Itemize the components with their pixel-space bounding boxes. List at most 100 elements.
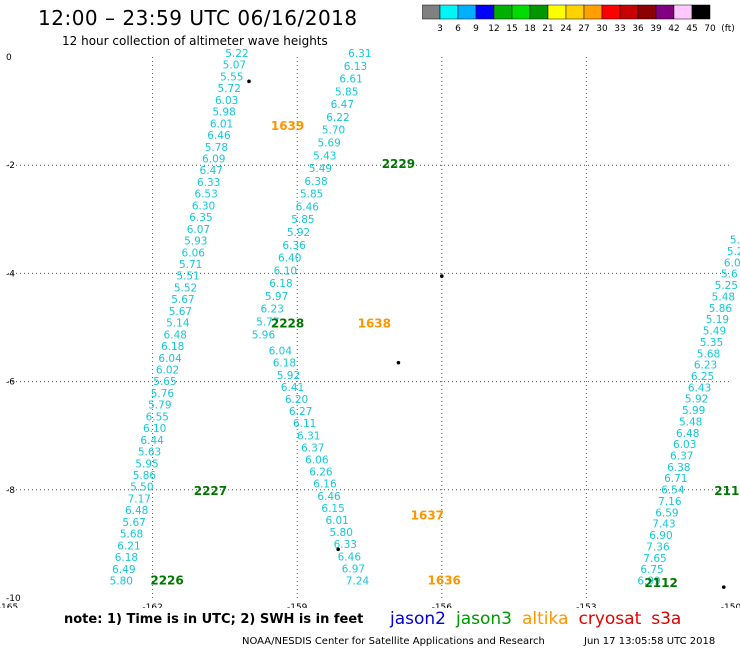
y-tick-label: -10 bbox=[6, 594, 21, 604]
wave-height-value: 6.46 bbox=[338, 551, 362, 563]
legend-item-altika: altika bbox=[522, 609, 569, 629]
wave-height-value: 5.68 bbox=[697, 348, 720, 360]
wave-height-value: 6.31 bbox=[348, 48, 371, 60]
wave-height-value: 6.36 bbox=[282, 240, 306, 252]
wave-height-value: 6.09 bbox=[202, 153, 225, 165]
wave-height-value: 6.30 bbox=[192, 200, 215, 212]
colorbar-label: 42 bbox=[668, 24, 679, 34]
wave-height-value: 6.44 bbox=[140, 435, 164, 447]
legend-item-jason3: jason3 bbox=[456, 609, 512, 629]
wave-height-value: 6.47 bbox=[331, 99, 354, 111]
wave-height-value: 6.06 bbox=[182, 247, 206, 259]
x-tick-label: -165 bbox=[0, 603, 18, 608]
wave-height-value: 5.95 bbox=[135, 458, 158, 470]
wave-height-value: 6.21 bbox=[117, 540, 140, 552]
wave-height-value: 5.78 bbox=[205, 142, 228, 154]
wave-height-value: 5.85 bbox=[300, 189, 323, 201]
wave-height-value: 5.67 bbox=[122, 517, 145, 529]
wave-height-value: 5.67 bbox=[169, 306, 192, 318]
wave-height-value: 6.18 bbox=[161, 341, 184, 353]
wave-height-value: 5.07 bbox=[223, 60, 246, 72]
wave-height-value: 6.04 bbox=[158, 353, 182, 365]
wave-height-value: 6.07 bbox=[187, 224, 210, 236]
colorbar-label: 18 bbox=[524, 24, 536, 34]
y-tick-label: -2 bbox=[6, 161, 15, 171]
wave-height-value: 7.36 bbox=[646, 541, 670, 553]
wave-height-value: 6.37 bbox=[301, 442, 324, 454]
footer-credit: NOAA/NESDIS Center for Satellite Applica… bbox=[242, 636, 545, 647]
wave-height-value: 5.72 bbox=[218, 83, 241, 95]
wave-height-value: 6.90 bbox=[649, 530, 672, 542]
wave-height-value: 6.37 bbox=[670, 451, 693, 463]
wave-height-value: 5.55 bbox=[220, 71, 243, 83]
colorbar-label: 9 bbox=[473, 24, 479, 34]
wave-height-value: 5.2 bbox=[727, 246, 740, 258]
wave-height-value: 5.48 bbox=[679, 416, 702, 428]
wave-height-value: 7.17 bbox=[128, 493, 151, 505]
wave-height-value: 5.98 bbox=[212, 107, 235, 119]
colorbar-label: 24 bbox=[560, 24, 572, 34]
wave-height-value: 6.59 bbox=[655, 507, 678, 519]
wave-height-value: 6.27 bbox=[289, 406, 312, 418]
colorbar-label: 36 bbox=[632, 24, 644, 34]
wave-height-value: 6.06 bbox=[305, 454, 329, 466]
wave-height-value: 6.40 bbox=[278, 253, 301, 265]
land-mark bbox=[440, 274, 444, 278]
wave-height-value: 5.51 bbox=[176, 271, 199, 283]
legend-item-s3a: s3a bbox=[651, 609, 682, 629]
wave-height-value: 5.69 bbox=[317, 138, 340, 150]
y-tick-label: -6 bbox=[6, 378, 15, 388]
wave-height-value: 6.18 bbox=[269, 278, 292, 290]
chart-subtitle: 12 hour collection of altimeter wave hei… bbox=[62, 34, 328, 48]
pass-number-label: 1637 bbox=[411, 509, 444, 523]
wave-height-value: 6.48 bbox=[164, 329, 187, 341]
colorbar-label: 3 bbox=[437, 24, 443, 34]
wave-height-value: 6.49 bbox=[112, 564, 135, 576]
colorbar-label: 6 bbox=[455, 24, 461, 34]
wave-height-value: 7.65 bbox=[643, 553, 666, 565]
colorbar-label: 12 bbox=[488, 24, 499, 34]
wave-height-value: 6.47 bbox=[200, 165, 223, 177]
wave-height-value: 5.86 bbox=[709, 303, 733, 315]
wave-height-value: 6.03 bbox=[215, 95, 238, 107]
wave-height-value: 6.61 bbox=[339, 74, 362, 86]
units-note: note: 1) Time is in UTC; 2) SWH is in fe… bbox=[64, 612, 364, 627]
pass-number-label: 1636 bbox=[428, 573, 461, 587]
pass-number-label: 2226 bbox=[150, 573, 183, 587]
wave-height-value: 6.15 bbox=[321, 503, 344, 515]
wave-height-value: 5.25 bbox=[715, 280, 738, 292]
wave-height-value: 6.46 bbox=[296, 201, 320, 213]
wave-height-value: 5.79 bbox=[148, 400, 171, 412]
wave-height-value: 6.46 bbox=[317, 491, 341, 503]
wave-height-value: 5.6 bbox=[721, 269, 738, 281]
wave-height-value: 5.77 bbox=[256, 317, 279, 329]
wave-height-value: 5.22 bbox=[225, 48, 248, 60]
legend-item-cryosat: cryosat bbox=[578, 609, 642, 629]
color-scale-bar: 3 6 9 12 15 18 21 24 27 30 33 36 39 42 45 70 (ft) bbox=[422, 4, 735, 34]
colorbar-label: 27 bbox=[578, 24, 589, 34]
colorbar-label: 45 bbox=[686, 24, 697, 34]
wave-height-value: 6.41 bbox=[281, 382, 304, 394]
wave-height-value: 5.65 bbox=[153, 376, 176, 388]
wave-height-value: 5.92 bbox=[277, 370, 300, 382]
colorbar-label: 70 bbox=[704, 24, 716, 34]
wave-height-value: 6.53 bbox=[194, 189, 217, 201]
wave-height-value: 7.24 bbox=[346, 575, 370, 587]
wave-height-value: 6.18 bbox=[115, 552, 138, 564]
wave-height-value: 6.0 bbox=[724, 257, 740, 269]
y-tick-label: -4 bbox=[6, 269, 15, 279]
wave-height-value: 5.92 bbox=[685, 394, 708, 406]
wave-height-value: 5.49 bbox=[309, 163, 332, 175]
wave-height-value: 6.23 bbox=[694, 360, 717, 372]
chart-title: 12:00 – 23:59 UTC 06/16/2018 bbox=[38, 6, 358, 30]
wave-height-value: 6.35 bbox=[189, 212, 212, 224]
wave-height-value: 6.20 bbox=[285, 394, 308, 406]
wave-height-value: 5.68 bbox=[120, 529, 143, 541]
wave-height-value: 6.18 bbox=[273, 358, 296, 370]
wave-height-value: 5.92 bbox=[287, 227, 310, 239]
wave-height-value: 6.04 bbox=[269, 346, 293, 358]
wave-height-value: 6.55 bbox=[146, 411, 169, 423]
legend-item-jason2: jason2 bbox=[390, 609, 446, 629]
wave-height-value: 6.23 bbox=[261, 304, 284, 316]
wave-height-value: 5.14 bbox=[166, 318, 190, 330]
